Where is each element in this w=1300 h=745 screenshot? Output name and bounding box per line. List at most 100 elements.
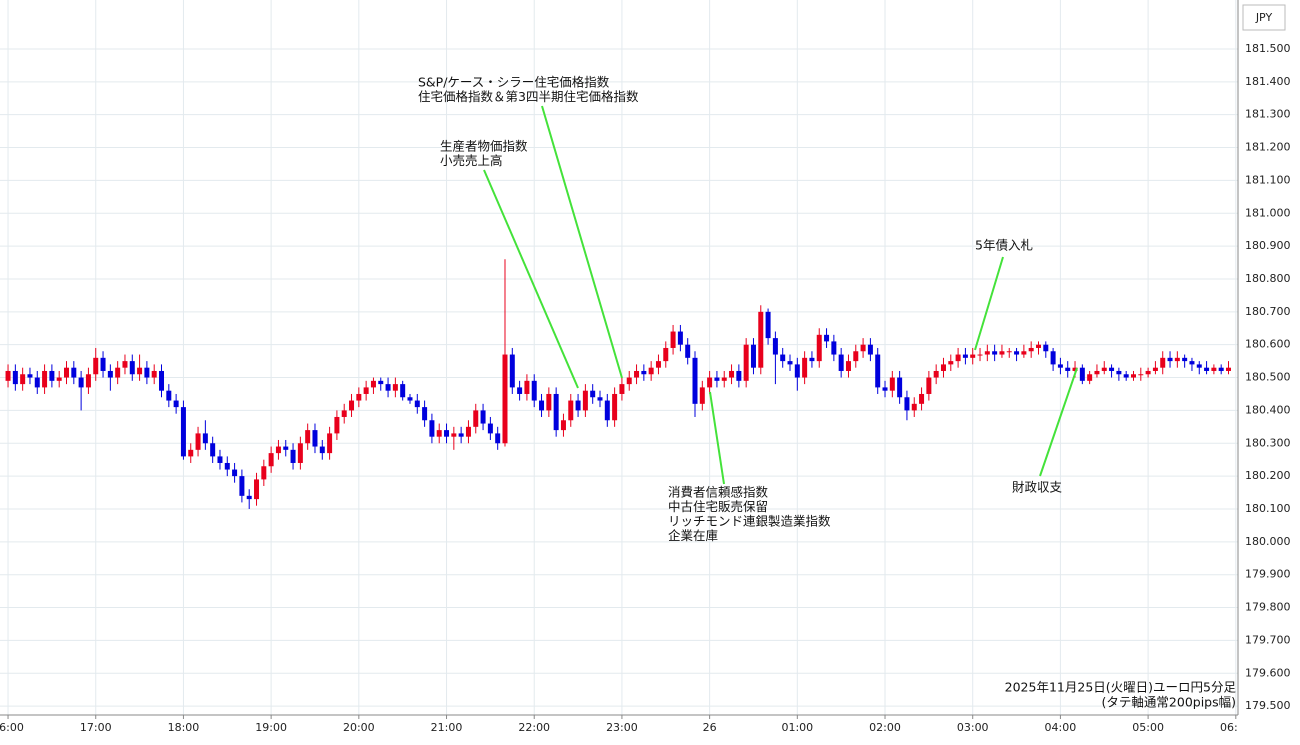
candle-body (480, 410, 486, 424)
candle-body (531, 380, 537, 401)
candle-body (743, 344, 749, 381)
y-tick-label: 180.300 (1245, 436, 1291, 449)
candle-body (1087, 374, 1093, 381)
candle-body (210, 443, 216, 457)
candle-body (1182, 357, 1188, 362)
candle-body (1160, 357, 1166, 368)
candle-body (349, 400, 355, 411)
candle-body (107, 370, 113, 378)
candle-body (166, 390, 172, 401)
annotation-text: 消費者信頼感指数 (668, 485, 769, 500)
candle-body (780, 354, 786, 362)
candle-body (517, 387, 523, 394)
candle-body (297, 443, 303, 463)
candle-body (414, 400, 420, 408)
candle-body (1196, 364, 1202, 368)
candle-body (159, 370, 165, 391)
candle-body (1145, 370, 1151, 375)
candle-body (926, 377, 932, 394)
annotation-text: 生産者物価指数 (440, 139, 528, 154)
footer-note: (タテ軸通常200pips幅) (1102, 695, 1236, 710)
candle-body (100, 357, 106, 371)
candle-body (180, 407, 186, 457)
annotation-text: 小売売上高 (440, 153, 503, 168)
y-tick-label: 180.800 (1245, 272, 1291, 285)
candle-body (319, 446, 325, 454)
candle-body (327, 433, 333, 454)
candle-body (641, 370, 647, 375)
annotation-pointer (541, 105, 623, 379)
candle-body (816, 334, 822, 362)
y-tick-label: 179.700 (1245, 633, 1291, 646)
candle-body (772, 338, 778, 355)
candle-body (750, 344, 756, 368)
candle-body (195, 433, 201, 450)
y-tick-label: 179.500 (1245, 699, 1291, 712)
candle-body (685, 344, 691, 358)
candle-body (897, 377, 903, 398)
y-tick-label: 181.200 (1245, 141, 1291, 154)
candle-body (502, 354, 508, 444)
candle-body (1204, 367, 1210, 371)
candle-body (1109, 367, 1115, 371)
candle-body (261, 466, 267, 480)
candle-body (202, 433, 208, 444)
candle-body (275, 446, 281, 454)
y-tick-label: 181.300 (1245, 108, 1291, 121)
candle-body (283, 446, 289, 450)
x-tick-label: 18:00 (168, 721, 200, 734)
candle-body (224, 462, 230, 470)
candle-body (619, 384, 625, 394)
candle-body (604, 400, 610, 421)
y-tick-label: 181.400 (1245, 75, 1291, 88)
candle-body (27, 374, 33, 378)
candle-body (1130, 374, 1136, 378)
candle-body (721, 377, 727, 381)
y-tick-label: 180.500 (1245, 371, 1291, 384)
y-tick-label: 180.400 (1245, 403, 1291, 416)
candle-body (254, 479, 260, 500)
candle-body (560, 420, 566, 431)
candle-body (268, 453, 274, 467)
candle-body (692, 357, 698, 404)
y-tick-label: 180.000 (1245, 535, 1291, 548)
candle-body (553, 393, 559, 431)
candle-body (707, 377, 713, 388)
candle-body (34, 377, 40, 388)
candle-body (882, 387, 888, 391)
candle-body (217, 456, 223, 463)
candle-body (1225, 367, 1231, 371)
candle-body (49, 370, 55, 381)
candle-body (407, 397, 413, 401)
x-tick-label: 01:00 (781, 721, 813, 734)
candle-body (1116, 370, 1122, 375)
candle-body (1138, 374, 1144, 376)
candle-body (1101, 367, 1107, 371)
candle-body (334, 416, 340, 434)
y-tick-label: 179.900 (1245, 568, 1291, 581)
candle-body (612, 393, 618, 421)
currency-label: JPY (1255, 11, 1273, 24)
candle-body (422, 407, 428, 421)
candle-body (904, 397, 910, 411)
candle-body (78, 377, 84, 388)
candle-body (129, 361, 135, 375)
candle-body (64, 367, 70, 378)
candle-body (137, 367, 143, 375)
candle-body (341, 410, 347, 417)
candle-body (20, 374, 26, 385)
candle-body (824, 334, 830, 342)
candle-body (597, 397, 603, 401)
candle-body (838, 354, 844, 371)
candle-body (305, 430, 311, 444)
candle-body (473, 410, 479, 427)
candle-body (992, 351, 998, 355)
candle-body (356, 393, 362, 401)
y-tick-label: 181.000 (1245, 206, 1291, 219)
candle-body (962, 354, 968, 358)
candle-body (400, 384, 406, 398)
candle-body (758, 311, 764, 368)
annotation-text: 企業在庫 (668, 528, 718, 543)
x-tick-label: 20:00 (343, 721, 375, 734)
candle-body (1014, 351, 1020, 355)
